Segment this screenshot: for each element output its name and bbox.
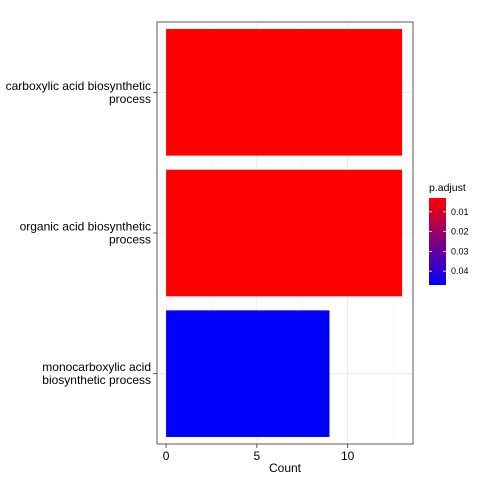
x-axis: 0 5 10 — [163, 444, 355, 463]
legend-tick-label: 0.04 — [451, 266, 469, 276]
legend: p.adjust 0.01 0.02 0.03 0.04 — [429, 182, 469, 285]
legend-title: p.adjust — [429, 182, 466, 194]
legend-tick-label: 0.03 — [451, 246, 469, 256]
legend-tick-label: 0.01 — [451, 207, 469, 217]
category-label: monocarboxylic acid biosynthetic process — [42, 360, 151, 387]
legend-ticks: 0.01 0.02 0.03 0.04 — [429, 207, 469, 276]
x-tick-label: 0 — [163, 449, 170, 463]
category-label: organic acid biosynthetic process — [20, 220, 151, 247]
bars — [166, 29, 403, 437]
bar — [166, 29, 403, 156]
x-tick-label: 10 — [341, 449, 355, 463]
x-tick-label: 5 — [254, 449, 261, 463]
y-axis: carboxylic acid biosynthetic process organ… — [6, 79, 157, 387]
legend-colorbar — [429, 198, 446, 285]
bar — [166, 310, 330, 437]
legend-tick-label: 0.02 — [451, 227, 469, 237]
bar — [166, 169, 403, 297]
category-label: carboxylic acid biosynthetic process — [6, 79, 151, 106]
x-axis-title: Count — [269, 461, 302, 475]
